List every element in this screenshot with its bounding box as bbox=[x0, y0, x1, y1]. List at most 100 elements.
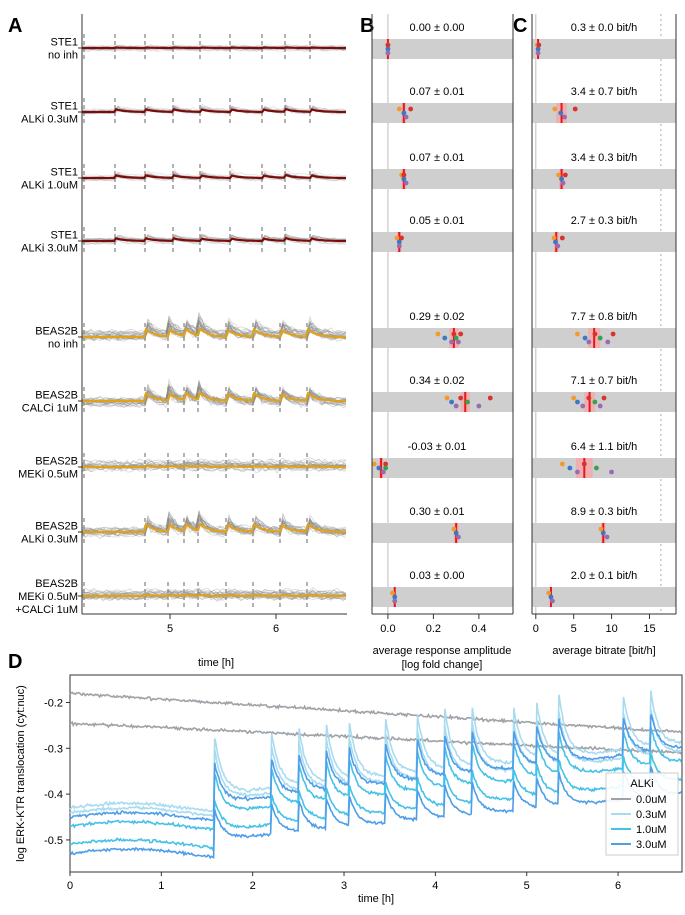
x-tick-label: 6 bbox=[615, 880, 621, 892]
replicate-point bbox=[548, 594, 554, 600]
x-tick-label: 5 bbox=[167, 623, 173, 635]
panel-letter-a: A bbox=[8, 15, 22, 37]
replicate-point bbox=[458, 331, 464, 337]
value-label: 0.05 ± 0.01 bbox=[410, 215, 465, 227]
single-cell-trace bbox=[81, 460, 347, 469]
mean-trace bbox=[82, 391, 346, 403]
row-band bbox=[372, 587, 513, 607]
x-tick-label: 0.2 bbox=[426, 623, 441, 635]
single-cell-trace bbox=[81, 459, 347, 467]
replicate-point bbox=[383, 465, 389, 471]
row-label: ALKi 0.3uM bbox=[21, 114, 78, 126]
value-label: 2.0 ± 0.1 bit/h bbox=[571, 570, 638, 582]
single-cell-trace bbox=[81, 316, 347, 336]
replicate-point bbox=[558, 110, 564, 116]
replicate-point bbox=[487, 395, 493, 401]
single-cell-trace bbox=[81, 590, 347, 598]
legend-entry: 3.0uM bbox=[636, 839, 667, 851]
replicate-point bbox=[572, 106, 578, 112]
replicate-point bbox=[567, 465, 573, 471]
single-cell-trace bbox=[81, 513, 347, 532]
single-cell-trace bbox=[81, 458, 347, 467]
panel-letter-c: C bbox=[513, 15, 527, 37]
replicate-point bbox=[456, 339, 461, 345]
single-cell-trace bbox=[81, 593, 347, 601]
replicate-point bbox=[385, 50, 391, 56]
replicate-point bbox=[453, 530, 459, 536]
value-label: 7.7 ± 0.8 bit/h bbox=[571, 311, 638, 323]
x-tick-label: 3 bbox=[341, 880, 347, 892]
replicate-point bbox=[401, 176, 407, 182]
row-label: +CALCi 1uM bbox=[15, 604, 78, 616]
row-band bbox=[372, 392, 513, 412]
panel-b: 0.00 ± 0.00 0.07 ± 0.01 0.07 ± 0.01 0.05 ± … bbox=[371, 14, 514, 671]
replicate-point bbox=[594, 465, 599, 471]
row-label: STE1 bbox=[50, 37, 78, 49]
replicate-point bbox=[601, 395, 607, 401]
row-band bbox=[532, 458, 676, 478]
row-label: BEAS2B bbox=[35, 521, 78, 533]
value-label: -0.03 ± 0.01 bbox=[408, 441, 467, 453]
value-label: 2.7 ± 0.3 bit/h bbox=[571, 215, 638, 227]
value-label: 0.3 ± 0.0 bit/h bbox=[571, 22, 638, 34]
replicate-point bbox=[586, 339, 592, 345]
value-label: 3.4 ± 0.3 bit/h bbox=[571, 152, 638, 164]
single-cell-trace bbox=[81, 103, 347, 111]
replicate-point bbox=[597, 403, 603, 409]
replicate-point bbox=[396, 106, 402, 112]
value-label: 8.9 ± 0.3 bit/h bbox=[571, 506, 638, 518]
single-cell-trace bbox=[81, 385, 347, 403]
single-cell-trace bbox=[81, 318, 347, 336]
replicate-point bbox=[403, 180, 409, 186]
replicate-point bbox=[396, 243, 402, 249]
row-label: CALCi 1uM bbox=[22, 403, 78, 415]
single-cell-trace bbox=[81, 465, 347, 472]
series-line bbox=[69, 720, 683, 755]
row-band bbox=[532, 39, 676, 59]
x-tick-label: 5 bbox=[571, 623, 577, 635]
row-label: STE1 bbox=[50, 167, 78, 179]
row-band bbox=[532, 392, 676, 412]
replicate-point bbox=[465, 399, 470, 405]
single-cell-trace bbox=[81, 589, 347, 596]
series-line bbox=[69, 753, 683, 852]
replicate-point bbox=[371, 461, 377, 467]
single-cell-trace bbox=[81, 514, 347, 533]
series-line bbox=[69, 766, 683, 860]
x-tick-label: 2 bbox=[250, 880, 256, 892]
replicate-point bbox=[449, 339, 454, 345]
y-tick-label: -0.4 bbox=[44, 789, 63, 801]
y-tick-label: -0.3 bbox=[44, 743, 63, 755]
single-cell-trace bbox=[81, 315, 347, 339]
legend-entry: 0.0uM bbox=[636, 794, 667, 806]
x-axis-label: time [h] bbox=[358, 893, 394, 905]
x-tick-label: 0.4 bbox=[471, 623, 486, 635]
single-cell-trace bbox=[81, 457, 347, 466]
replicate-point bbox=[575, 469, 580, 475]
mean-trace bbox=[82, 107, 346, 114]
single-cell-trace bbox=[81, 105, 347, 113]
row-label: ALKi 0.3uM bbox=[21, 534, 78, 546]
panel-d: 0 1 2 3 4 5 6 -0.2 -0.3 -0.4 -0.5 time [h] log ERK-K… bbox=[15, 674, 683, 905]
replicate-point bbox=[392, 594, 398, 600]
row-band bbox=[372, 103, 513, 123]
row-label: no inh bbox=[48, 339, 78, 351]
single-cell-trace bbox=[81, 316, 347, 338]
replicate-point bbox=[451, 331, 457, 337]
row-band bbox=[532, 169, 676, 189]
replicate-point bbox=[575, 331, 580, 337]
value-label: 0.00 ± 0.00 bbox=[410, 22, 465, 34]
replicate-point bbox=[559, 176, 564, 182]
single-cell-trace bbox=[81, 587, 347, 595]
row-band bbox=[372, 39, 513, 59]
panel-letter-d: D bbox=[8, 651, 22, 673]
replicate-point bbox=[535, 50, 541, 56]
replicate-point bbox=[396, 239, 402, 245]
row-band bbox=[372, 523, 513, 543]
row-label: MEKi 0.5uM bbox=[18, 591, 78, 603]
single-cell-trace bbox=[81, 316, 347, 339]
single-cell-trace bbox=[81, 233, 347, 241]
replicate-point bbox=[453, 335, 459, 341]
value-label: 0.07 ± 0.01 bbox=[410, 152, 465, 164]
